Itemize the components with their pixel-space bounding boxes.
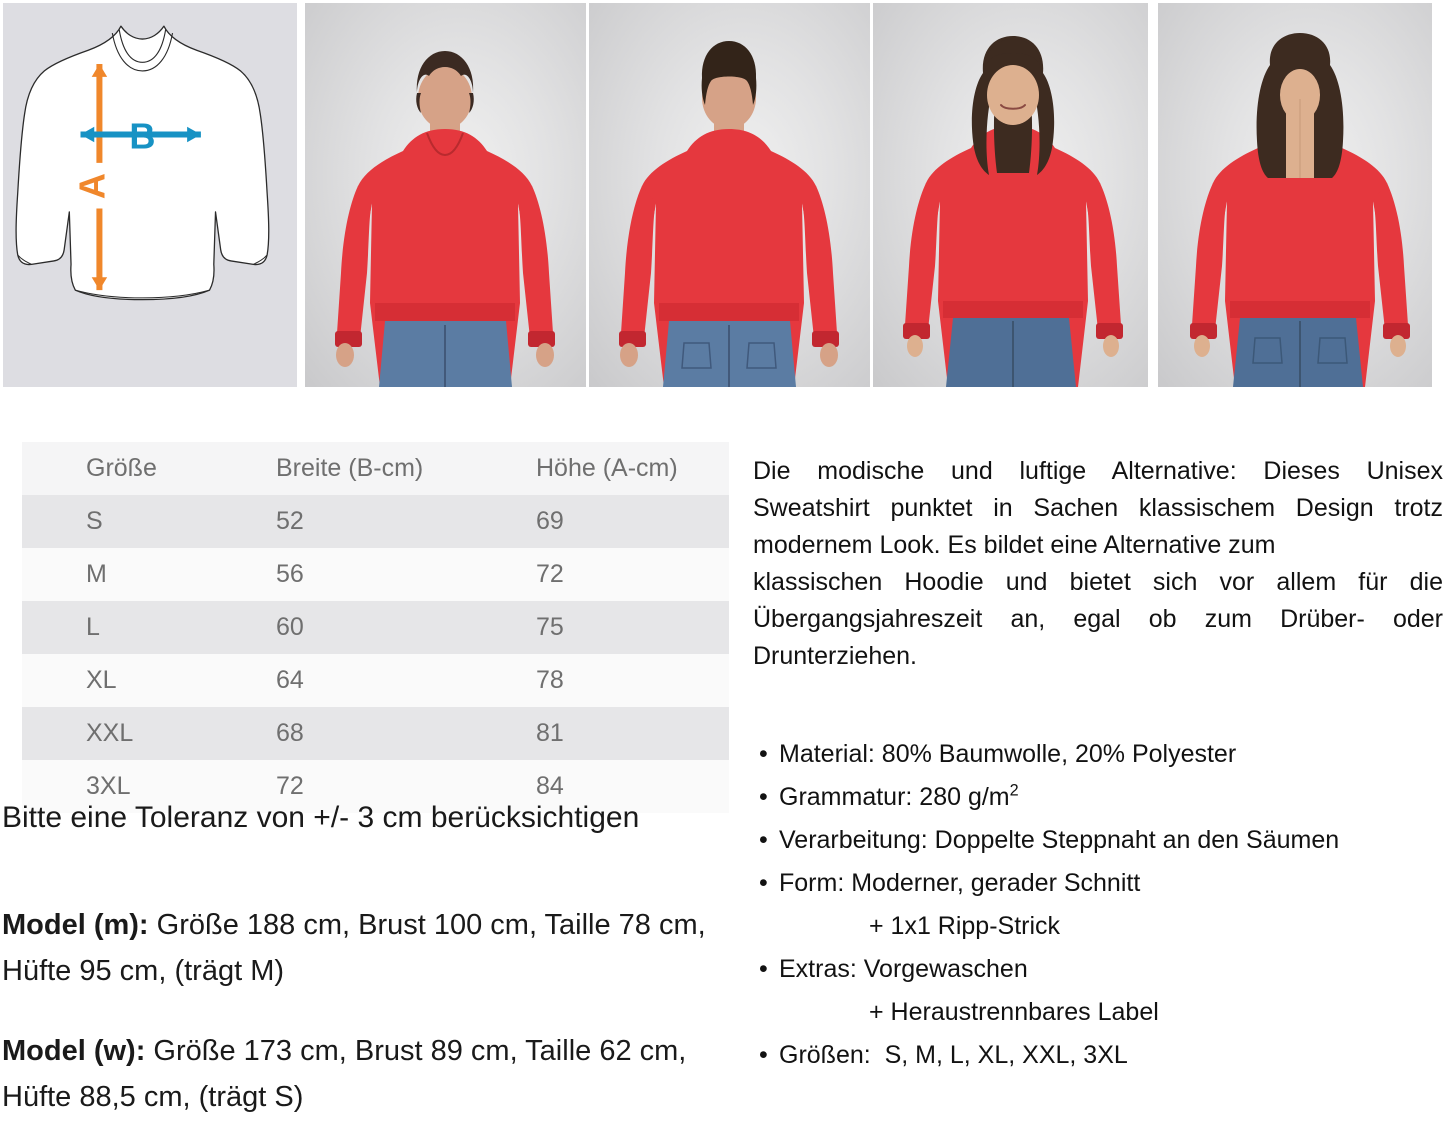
svg-text:B: B: [129, 115, 155, 156]
svg-text:A: A: [72, 173, 113, 199]
